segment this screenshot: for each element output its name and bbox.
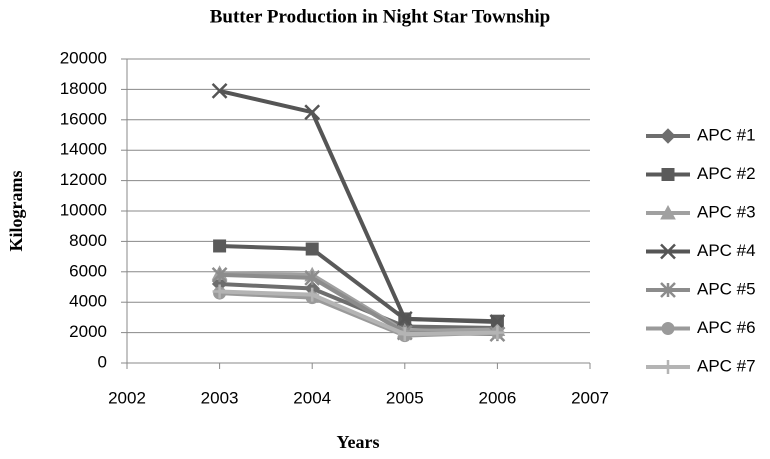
- legend-label: APC #1: [697, 125, 756, 144]
- marker: [489, 314, 506, 330]
- legend-label: APC #7: [697, 356, 756, 375]
- marker: [212, 284, 227, 299]
- marker: [211, 83, 228, 99]
- marker: [304, 269, 321, 286]
- y-tick-label: 16000: [60, 109, 107, 128]
- marker: [660, 204, 676, 220]
- legend-label: APC #2: [697, 164, 756, 183]
- x-axis-title: Years: [337, 432, 380, 452]
- marker: [213, 239, 227, 253]
- y-tick-label: 14000: [60, 140, 107, 159]
- y-tick-label: 12000: [60, 170, 107, 189]
- marker: [396, 311, 413, 327]
- marker: [661, 360, 675, 374]
- y-tick-label: 0: [98, 352, 107, 371]
- marker: [304, 104, 321, 121]
- marker: [660, 128, 676, 144]
- marker: [305, 242, 319, 256]
- marker: [305, 287, 320, 302]
- x-tick-label: 2007: [571, 388, 609, 407]
- y-tick-label: 18000: [60, 79, 107, 98]
- legend-label: APC #5: [697, 279, 756, 298]
- marker: [661, 168, 675, 181]
- marker: [211, 266, 228, 283]
- legend-label: APC #3: [697, 202, 756, 221]
- marker: [660, 243, 676, 260]
- y-axis-title: Kilograms: [6, 171, 26, 252]
- y-tick-label: 8000: [69, 231, 107, 250]
- series-line: [219, 243, 498, 324]
- x-tick-label: 2004: [293, 388, 331, 407]
- y-tick-label: 4000: [69, 292, 107, 311]
- x-tick-label: 2003: [201, 388, 239, 407]
- marker: [397, 327, 412, 342]
- x-tick-label: 2006: [478, 388, 516, 407]
- x-tick-label: 2005: [386, 388, 424, 407]
- marker: [660, 282, 676, 298]
- legend-label: APC #6: [697, 318, 756, 337]
- series-line: [219, 88, 498, 324]
- y-tick-label: 6000: [69, 261, 107, 280]
- legend-label: APC #4: [697, 241, 756, 260]
- y-tick-label: 10000: [60, 200, 107, 219]
- y-tick-label: 20000: [60, 48, 107, 67]
- series-line: [219, 289, 498, 337]
- marker: [490, 325, 505, 340]
- x-tick-label: 2002: [108, 388, 146, 407]
- y-tick-label: 2000: [69, 322, 107, 341]
- marker: [661, 322, 675, 335]
- chart-title: Butter Production in Night Star Township: [210, 6, 551, 27]
